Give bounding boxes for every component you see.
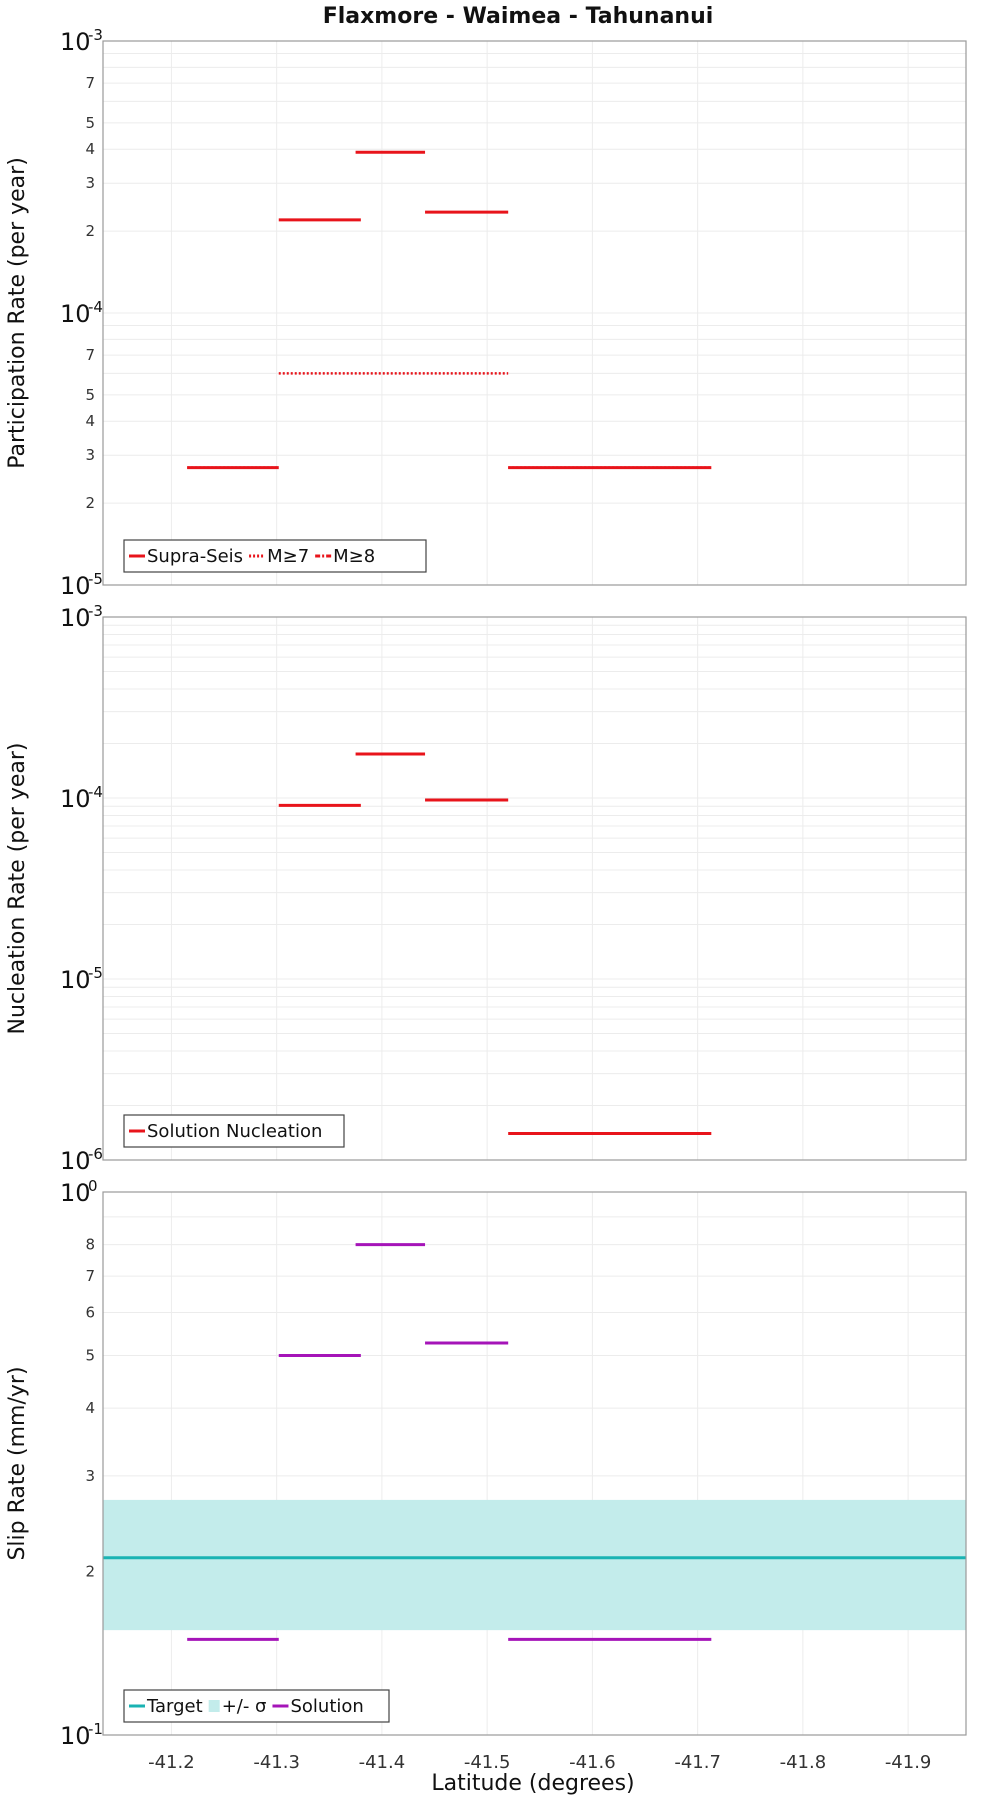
y-tick-label: 5 (85, 114, 95, 132)
x-axis-title: Latitude (degrees) (431, 1771, 634, 1796)
legend-entry-label: M≥8 (333, 546, 375, 567)
x-tick-label: -41.5 (464, 1752, 511, 1773)
y-tick-label: 8 (85, 1236, 95, 1254)
y-tick-label: 3 (85, 446, 95, 464)
legend-entry-label: +/- σ (222, 1696, 267, 1717)
y-tick-label: 10 (60, 966, 91, 994)
legend: Solution Nucleation (123, 1114, 345, 1148)
y-tick-label: 4 (85, 140, 95, 158)
y-tick-label: 4 (85, 1399, 95, 1417)
y-tick-label: 10 (60, 1147, 91, 1175)
legend-entry-label: Target (146, 1696, 203, 1717)
y-tick-label-exponent: -4 (88, 298, 103, 316)
y-axis-title: Participation Rate (per year) (5, 157, 30, 469)
y-tick-label: 7 (85, 74, 95, 92)
x-tick-label: -41.2 (148, 1752, 195, 1773)
plot-frame (102, 616, 967, 1161)
plot-frame (102, 40, 967, 586)
y-tick-label: 2 (85, 1563, 95, 1581)
legend-box (123, 539, 427, 573)
y-tick-label-exponent: -3 (88, 602, 103, 620)
y-tick-label-exponent: -6 (88, 1145, 103, 1163)
legend-entry-label: M≥7 (267, 546, 309, 567)
x-tick-label: -41.7 (674, 1752, 721, 1773)
y-tick-label: 7 (85, 346, 95, 364)
x-tick-label: -41.3 (253, 1752, 300, 1773)
y-tick-label: 4 (85, 412, 95, 430)
y-tick-label: 10 (60, 1722, 91, 1750)
y-tick-label: 10 (60, 604, 91, 632)
y-axis-title: Nucleation Rate (per year) (5, 743, 30, 1035)
plot-frame (102, 1191, 967, 1736)
y-tick-label: 6 (85, 1303, 95, 1321)
y-tick-label: 10 (60, 1179, 91, 1207)
y-tick-label-exponent: -4 (88, 783, 103, 801)
y-tick-label-exponent: 0 (88, 1177, 98, 1195)
legend-swatch (208, 1700, 220, 1712)
y-tick-label: 2 (85, 222, 95, 240)
y-tick-label: 10 (60, 572, 91, 600)
x-tick-label: -41.8 (780, 1752, 827, 1773)
x-tick-label: -41.4 (359, 1752, 406, 1773)
legend-entry-label: Solution Nucleation (147, 1121, 322, 1142)
y-tick-label-exponent: -1 (88, 1720, 103, 1738)
legend: Target +/- σ Solution (123, 1689, 390, 1723)
y-tick-label: 3 (85, 174, 95, 192)
legend-entry-label: Solution (290, 1696, 363, 1717)
y-tick-label-exponent: -3 (88, 26, 103, 44)
chart-title: Flaxmore - Waimea - Tahunanui (323, 4, 714, 29)
legend-entry-label: Supra-Seis (147, 546, 243, 567)
plot-area (103, 617, 966, 1160)
legend-box (123, 1114, 345, 1148)
y-tick-label-exponent: -5 (88, 964, 103, 982)
plot-area (103, 1192, 966, 1735)
y-tick-label: 7 (85, 1267, 95, 1285)
y-tick-label: 2 (85, 494, 95, 512)
y-tick-label-exponent: -5 (88, 570, 103, 588)
legend-box (123, 1689, 390, 1723)
x-tick-label: -41.6 (569, 1752, 616, 1773)
legend: Supra-Seis M≥7 M≥8 (123, 539, 427, 573)
y-tick-label: 3 (85, 1467, 95, 1485)
y-tick-label: 5 (85, 386, 95, 404)
y-axis-title: Slip Rate (mm/yr) (5, 1366, 30, 1560)
y-tick-label: 10 (60, 300, 91, 328)
y-tick-label: 10 (60, 785, 91, 813)
y-tick-label: 5 (85, 1346, 95, 1364)
x-tick-label: -41.9 (885, 1752, 932, 1773)
sigma-band (103, 1499, 966, 1631)
y-tick-label: 10 (60, 28, 91, 56)
